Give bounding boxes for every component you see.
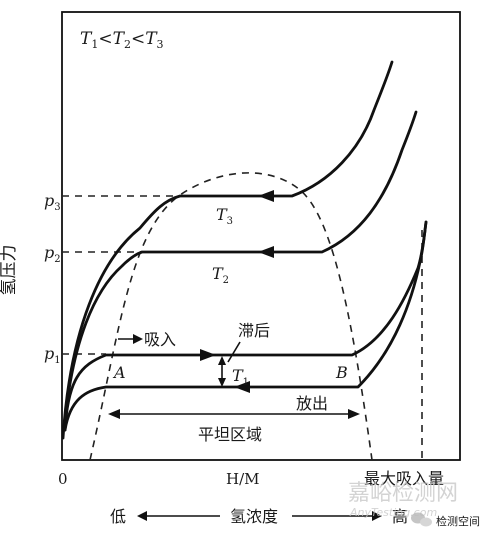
arrow-t2-left bbox=[258, 246, 274, 258]
y-axis-label: 氢压力 bbox=[0, 245, 19, 296]
hysteresis-pointer bbox=[227, 341, 241, 363]
high-label: 高 bbox=[392, 507, 408, 526]
plot-frame bbox=[61, 11, 461, 461]
point-a-label: A bbox=[112, 363, 126, 382]
isotherm-t1-desorption bbox=[63, 220, 428, 432]
hysteresis-label: 滞后 bbox=[238, 321, 270, 340]
temperature-condition: T1<T2<T3 bbox=[80, 29, 164, 51]
isotherm-t3 bbox=[61, 60, 394, 440]
origin-label: 0 bbox=[58, 470, 68, 488]
isotherm-t2 bbox=[62, 110, 418, 432]
isotherm-label-t2: T2 bbox=[212, 264, 229, 286]
arrow-t1-release-left bbox=[234, 381, 250, 393]
arrow-t3-left bbox=[258, 190, 274, 202]
max-absorption-label: 最大吸入量 bbox=[364, 469, 444, 488]
point-b-label: B bbox=[335, 363, 348, 382]
arrow-t1-absorb-right bbox=[200, 349, 216, 361]
x-axis-mid-label: H/M bbox=[226, 470, 260, 488]
watermark-cn: 嘉峪检测网 bbox=[348, 481, 458, 506]
absorb-arrow-head bbox=[133, 334, 143, 344]
concentration-arrow-right-head bbox=[372, 511, 382, 521]
pressure-label-p1: p1 bbox=[44, 344, 61, 366]
pressure-label-p2: p2 bbox=[44, 243, 61, 265]
hysteresis-arrow-up bbox=[218, 356, 226, 365]
plateau-label: 平坦区域 bbox=[198, 425, 262, 444]
release-label: 放出 bbox=[296, 394, 328, 413]
concentration-arrow-left-head bbox=[137, 511, 147, 521]
concentration-label: 氢浓度 bbox=[230, 507, 278, 526]
isotherm-label-t3: T3 bbox=[216, 205, 233, 227]
absorb-label: 吸入 bbox=[144, 330, 176, 349]
plateau-arrow-left bbox=[108, 409, 120, 419]
watermark-wechat: 检测空间 bbox=[436, 514, 480, 528]
pressure-label-p3: p3 bbox=[44, 191, 61, 213]
plateau-arrow-right bbox=[348, 409, 360, 419]
isotherm-label-t1: T1 bbox=[232, 366, 249, 388]
hysteresis-arrow-down bbox=[218, 378, 226, 387]
low-label: 低 bbox=[110, 507, 126, 526]
wechat-logo-icon bbox=[411, 512, 432, 527]
